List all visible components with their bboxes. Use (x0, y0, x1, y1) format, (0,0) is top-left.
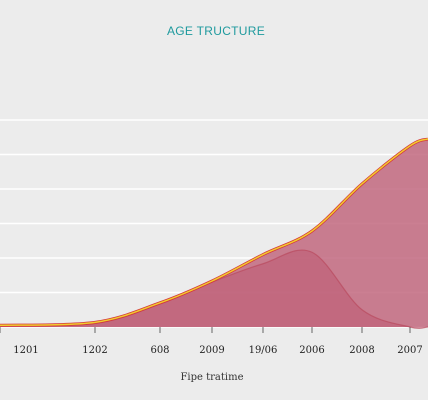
x-tick-label: 608 (150, 345, 169, 356)
x-tick-label: 2006 (299, 345, 324, 356)
series-1-line-yellow (0, 138, 428, 327)
series-2-area (0, 250, 428, 329)
x-tick-label: 19/06 (249, 345, 278, 356)
x-axis-ticks: 1201 1202 608 2009 19/06 2006 2008 2007 (0, 327, 423, 356)
x-tick-label: 2007 (397, 345, 422, 356)
x-tick-label: 1201 (13, 345, 38, 356)
area-series (0, 137, 428, 329)
chart-title: AGE TRUCTURE (167, 24, 265, 38)
x-axis-label: Fipe tratime (180, 372, 243, 383)
gridlines (0, 119, 428, 328)
x-tick-label: 2009 (199, 345, 224, 356)
x-tick-label: 1202 (82, 345, 107, 356)
x-tick-label: 2008 (349, 345, 374, 356)
